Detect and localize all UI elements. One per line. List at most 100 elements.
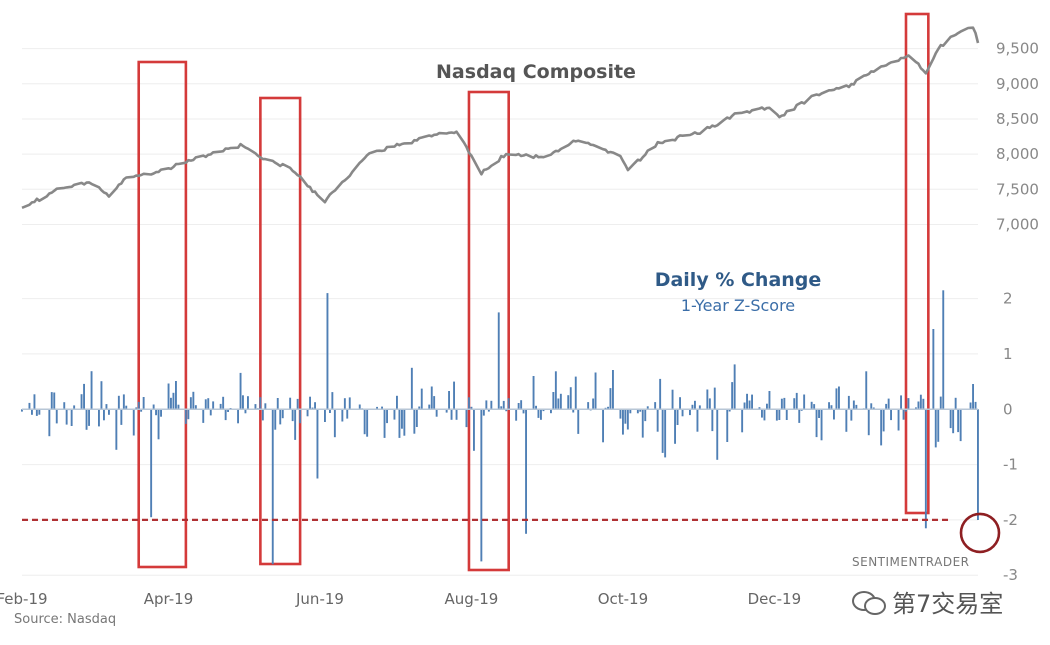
- zscore-bar: [550, 409, 552, 414]
- zscore-bar: [115, 409, 118, 450]
- zscore-bar: [192, 391, 195, 410]
- zscore-bar: [818, 409, 820, 418]
- zscore-bar: [324, 409, 326, 422]
- zscore-bar: [502, 400, 505, 410]
- zscore-y-tick: 1: [1003, 345, 1013, 363]
- zscore-bar: [90, 371, 93, 410]
- watermark-text: 第7交易室: [892, 590, 1004, 618]
- zscore-bar: [959, 409, 962, 442]
- zscore-bar: [244, 409, 247, 414]
- zscore-bar: [932, 329, 935, 410]
- zscore-bar: [202, 409, 205, 423]
- zscore-bar: [569, 387, 572, 410]
- zscore-bar: [189, 397, 192, 410]
- zscore-bar: [855, 404, 858, 410]
- zscore-bar: [453, 381, 455, 410]
- zscore-bar: [264, 403, 267, 410]
- zscore-bar: [140, 409, 143, 412]
- zscore-bar: [728, 409, 731, 412]
- zscore-bar: [430, 386, 433, 410]
- zscore-bar: [691, 404, 694, 410]
- zscore-bar: [122, 394, 125, 410]
- zscore-bar: [98, 409, 100, 427]
- zscore-bar: [537, 409, 540, 418]
- zscore-bar: [746, 393, 748, 410]
- zscore-bar: [535, 405, 537, 410]
- zscore-bar: [505, 409, 508, 412]
- zscore-bar: [363, 409, 366, 435]
- zscore-bar: [748, 400, 751, 410]
- daily-change-title: Daily % Change: [655, 269, 822, 291]
- zscore-bar: [63, 402, 66, 410]
- zscore-bar: [626, 409, 629, 430]
- zscore-bar: [261, 409, 264, 421]
- zscore-bar: [905, 409, 907, 412]
- zscore-bar: [50, 392, 53, 410]
- zscore-bar: [949, 409, 952, 429]
- zscore-bar: [520, 400, 523, 410]
- zscore-bar: [401, 409, 403, 429]
- zscore-bar: [204, 399, 207, 410]
- zscore-bar: [291, 409, 294, 422]
- zscore-bar: [194, 405, 197, 410]
- zscore-bar: [937, 409, 940, 442]
- zscore-bar: [778, 409, 781, 420]
- zscore-bar: [835, 388, 838, 410]
- zscore-bar: [311, 407, 314, 410]
- x-tick: Jun-19: [295, 590, 344, 608]
- zscore-bar: [237, 409, 239, 424]
- zscore-bar: [629, 409, 632, 414]
- zscore-subtitle: 1-Year Z-Score: [681, 296, 795, 315]
- zscore-bar: [713, 387, 716, 410]
- zscore-bar: [117, 395, 120, 410]
- zscore-bar: [448, 391, 450, 410]
- zscore-bar: [35, 409, 38, 416]
- zscore-bar: [689, 409, 691, 416]
- zscore-bar: [763, 409, 766, 421]
- zscore-bar: [577, 409, 580, 434]
- zscore-bar: [798, 409, 801, 423]
- zscore-bar: [433, 396, 436, 410]
- zscore-bar: [594, 372, 597, 410]
- zscore-bar: [711, 409, 714, 432]
- zscore-bar: [212, 401, 215, 410]
- zscore-bar: [612, 370, 614, 410]
- zscore-bar: [125, 405, 128, 410]
- zscore-bar: [659, 378, 662, 410]
- zscore-bar: [65, 409, 68, 425]
- zscore-bar: [751, 394, 753, 410]
- zscore-bar: [381, 406, 383, 410]
- zscore-bar: [224, 409, 227, 421]
- x-axis: Feb-19 Apr-19 Jun-19 Aug-19 Oct-19 Dec-19: [0, 590, 801, 608]
- zscore-bar: [636, 409, 639, 414]
- zscore-bar: [428, 404, 431, 410]
- zscore-bar: [706, 389, 709, 410]
- zscore-bar: [552, 392, 555, 410]
- zscore-bar: [766, 403, 768, 410]
- zscore-bar: [731, 382, 734, 410]
- zscore-bar: [53, 392, 56, 410]
- zscore-bar: [820, 409, 823, 441]
- zscore-bar: [870, 403, 873, 410]
- zscore-bar: [455, 409, 458, 420]
- zscore-bar: [592, 398, 595, 410]
- zscore-bar: [974, 401, 977, 410]
- zscore-bar: [383, 409, 386, 438]
- nasdaq-y-tick: 7,500: [996, 180, 1039, 198]
- zscore-bar: [867, 409, 870, 436]
- zscore-bar: [783, 397, 786, 410]
- zscore-bar: [785, 409, 788, 420]
- zscore-bar: [358, 404, 361, 410]
- zscore-bar: [403, 409, 406, 436]
- zscore-bar: [557, 398, 560, 410]
- zscore-bar: [641, 409, 644, 438]
- zscore-bar: [279, 409, 282, 425]
- zscore-bar: [833, 409, 835, 420]
- zscore-bar: [415, 409, 418, 427]
- zscore-bar: [852, 400, 855, 410]
- zscore-bar: [326, 293, 329, 410]
- zscore-bar: [386, 409, 388, 424]
- zscore-bar: [922, 398, 925, 410]
- zscore-bar: [887, 398, 890, 410]
- zscore-bar: [517, 403, 520, 410]
